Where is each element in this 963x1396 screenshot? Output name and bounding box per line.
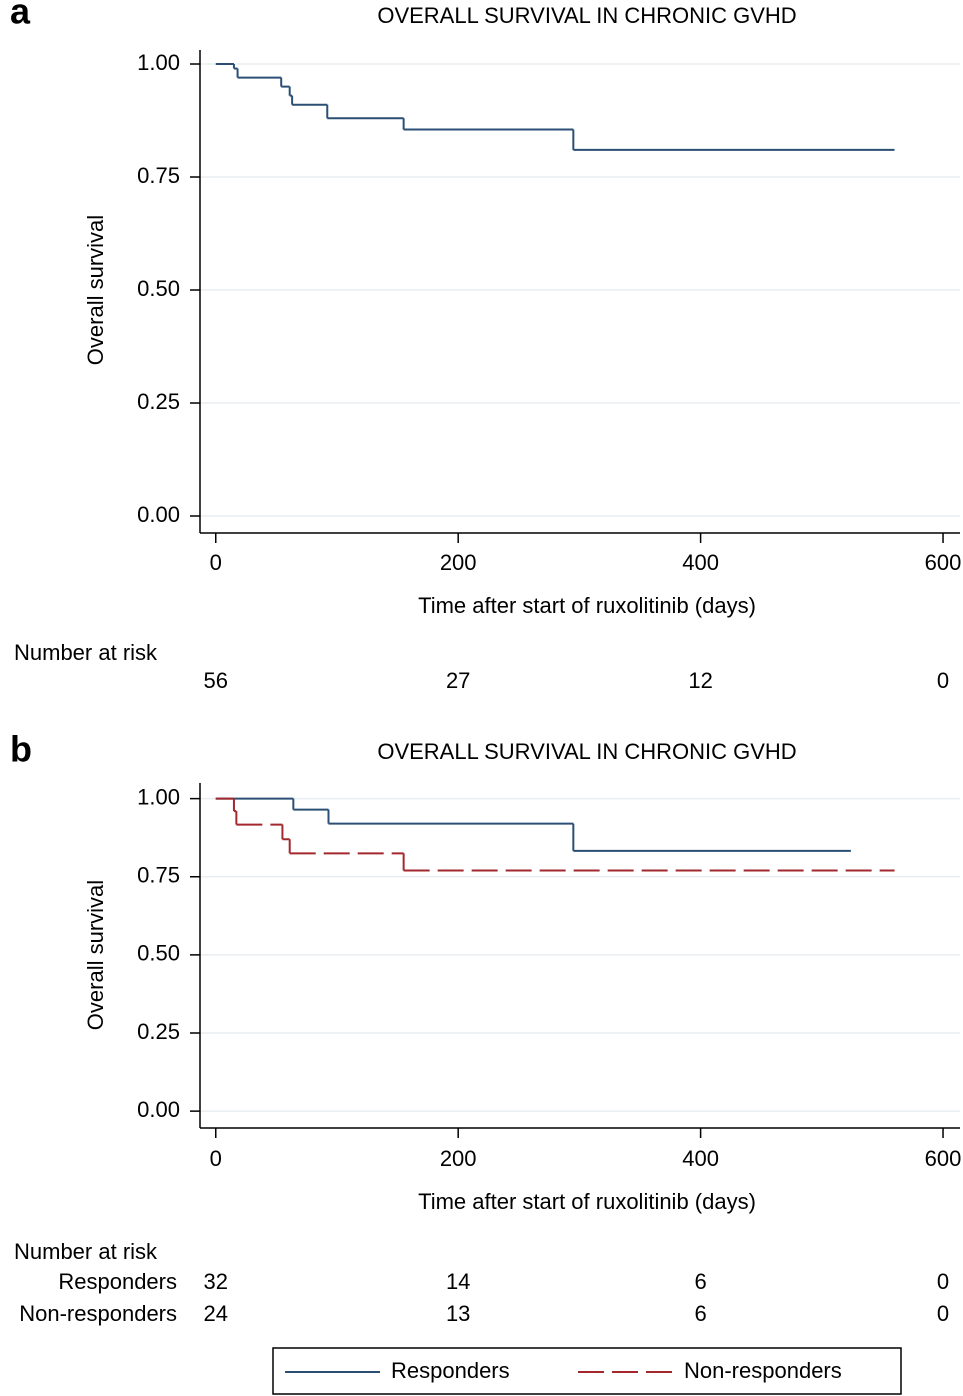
legend-label: Responders (391, 1358, 510, 1383)
x-tick-label: 600 (925, 550, 962, 575)
risk-value: 32 (204, 1269, 228, 1294)
risk-value: 24 (204, 1301, 228, 1326)
y-axis-label: Overall survival (83, 215, 108, 365)
risk-table-title: Number at risk (14, 1239, 158, 1264)
y-tick-label: 0.25 (137, 1019, 180, 1044)
panel-label: b (10, 729, 32, 770)
x-axis-label: Time after start of ruxolitinib (days) (418, 1189, 756, 1214)
risk-value: 0 (937, 668, 949, 693)
legend-label: Non-responders (684, 1358, 842, 1383)
risk-value: 13 (446, 1301, 470, 1326)
y-tick-label: 0.00 (137, 1097, 180, 1122)
risk-value: 12 (688, 668, 712, 693)
y-axis-label: Overall survival (83, 880, 108, 1030)
y-tick-label: 1.00 (137, 50, 180, 75)
x-tick-label: 200 (440, 550, 477, 575)
legend-box (272, 1347, 902, 1395)
risk-value: 0 (937, 1301, 949, 1326)
y-tick-label: 0.75 (137, 863, 180, 888)
chart-title: OVERALL SURVIVAL IN CHRONIC GVHD (377, 3, 796, 28)
x-tick-label: 0 (210, 550, 222, 575)
y-tick-label: 0.75 (137, 163, 180, 188)
y-tick-label: 0.50 (137, 276, 180, 301)
x-tick-label: 200 (440, 1146, 477, 1171)
x-tick-label: 0 (210, 1146, 222, 1171)
risk-row-label: Non-responders (19, 1301, 177, 1326)
y-tick-label: 1.00 (137, 784, 180, 809)
risk-value: 0 (937, 1269, 949, 1294)
y-tick-label: 0.00 (137, 502, 180, 527)
panel-label: a (10, 0, 31, 32)
x-axis-label: Time after start of ruxolitinib (days) (418, 593, 756, 618)
chart-title: OVERALL SURVIVAL IN CHRONIC GVHD (377, 739, 796, 764)
y-tick-label: 0.50 (137, 941, 180, 966)
y-tick-label: 0.25 (137, 389, 180, 414)
x-tick-label: 600 (925, 1146, 962, 1171)
risk-value: 6 (694, 1301, 706, 1326)
risk-row-label: Responders (58, 1269, 177, 1294)
x-tick-label: 400 (682, 550, 719, 575)
risk-value: 14 (446, 1269, 470, 1294)
risk-value: 27 (446, 668, 470, 693)
x-tick-label: 400 (682, 1146, 719, 1171)
risk-value: 6 (694, 1269, 706, 1294)
risk-table-title: Number at risk (14, 640, 158, 665)
risk-value: 56 (204, 668, 228, 693)
